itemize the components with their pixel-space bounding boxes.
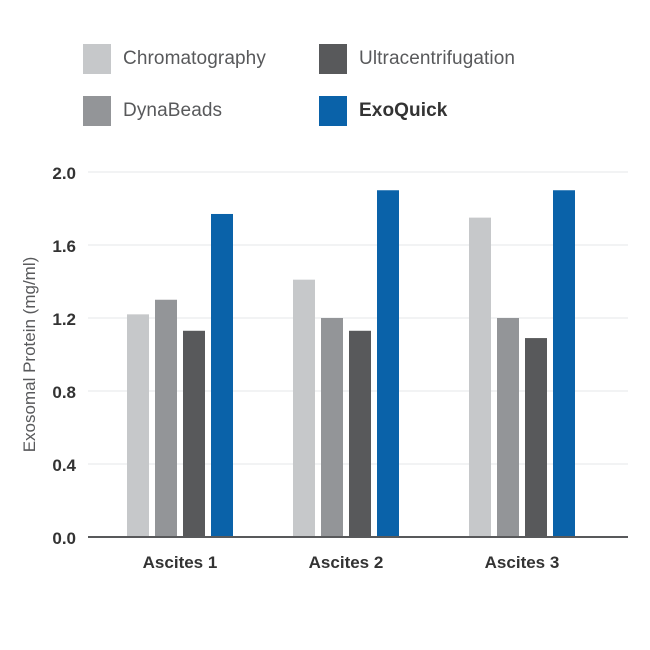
y-tick-label: 0.8	[52, 383, 76, 402]
legend-item-ultracentrifugation: Ultracentrifugation	[319, 44, 515, 74]
bar-ultracentrifugation-ascites-3	[525, 338, 547, 537]
bar-chromatography-ascites-2	[293, 279, 315, 537]
y-tick-label: 0.0	[52, 529, 76, 548]
bar-ultracentrifugation-ascites-2	[349, 330, 371, 537]
bar-dynabeads-ascites-3	[497, 318, 519, 537]
legend-swatch-ultracentrifugation	[319, 44, 347, 74]
y-tick-label: 1.2	[52, 310, 76, 329]
bar-exoquick-ascites-1	[211, 213, 233, 537]
legend-item-exoquick: ExoQuick	[319, 96, 447, 126]
legend-swatch-chromatography	[83, 44, 111, 74]
legend-label-chromatography: Chromatography	[123, 48, 266, 69]
bar-dynabeads-ascites-1	[155, 299, 177, 537]
legend-swatch-exoquick	[319, 96, 347, 126]
legend-swatch-dynabeads	[83, 96, 111, 126]
bar-exoquick-ascites-3	[553, 190, 575, 537]
legend-item-chromatography: Chromatography	[83, 44, 266, 74]
legend-label-exoquick: ExoQuick	[359, 100, 448, 121]
legend-item-dynabeads: DynaBeads	[83, 96, 222, 126]
bar-chromatography-ascites-1	[127, 314, 149, 537]
x-tick-label: Ascites 2	[309, 553, 384, 572]
x-tick-label: Ascites 1	[143, 553, 218, 572]
bar-ultracentrifugation-ascites-1	[183, 330, 205, 537]
y-tick-label: 0.4	[52, 456, 76, 475]
bar-chromatography-ascites-3	[469, 217, 491, 537]
legend-label-dynabeads: DynaBeads	[123, 100, 223, 121]
x-tick-label: Ascites 3	[485, 553, 560, 572]
bar-exoquick-ascites-2	[377, 190, 399, 537]
legend-label-ultracentrifugation: Ultracentrifugation	[359, 48, 516, 69]
y-tick-label: 1.6	[52, 237, 76, 256]
bar-dynabeads-ascites-2	[321, 318, 343, 537]
y-axis-label: Exosomal Protein (mg/ml)	[20, 257, 39, 453]
y-tick-label: 2.0	[52, 164, 76, 183]
